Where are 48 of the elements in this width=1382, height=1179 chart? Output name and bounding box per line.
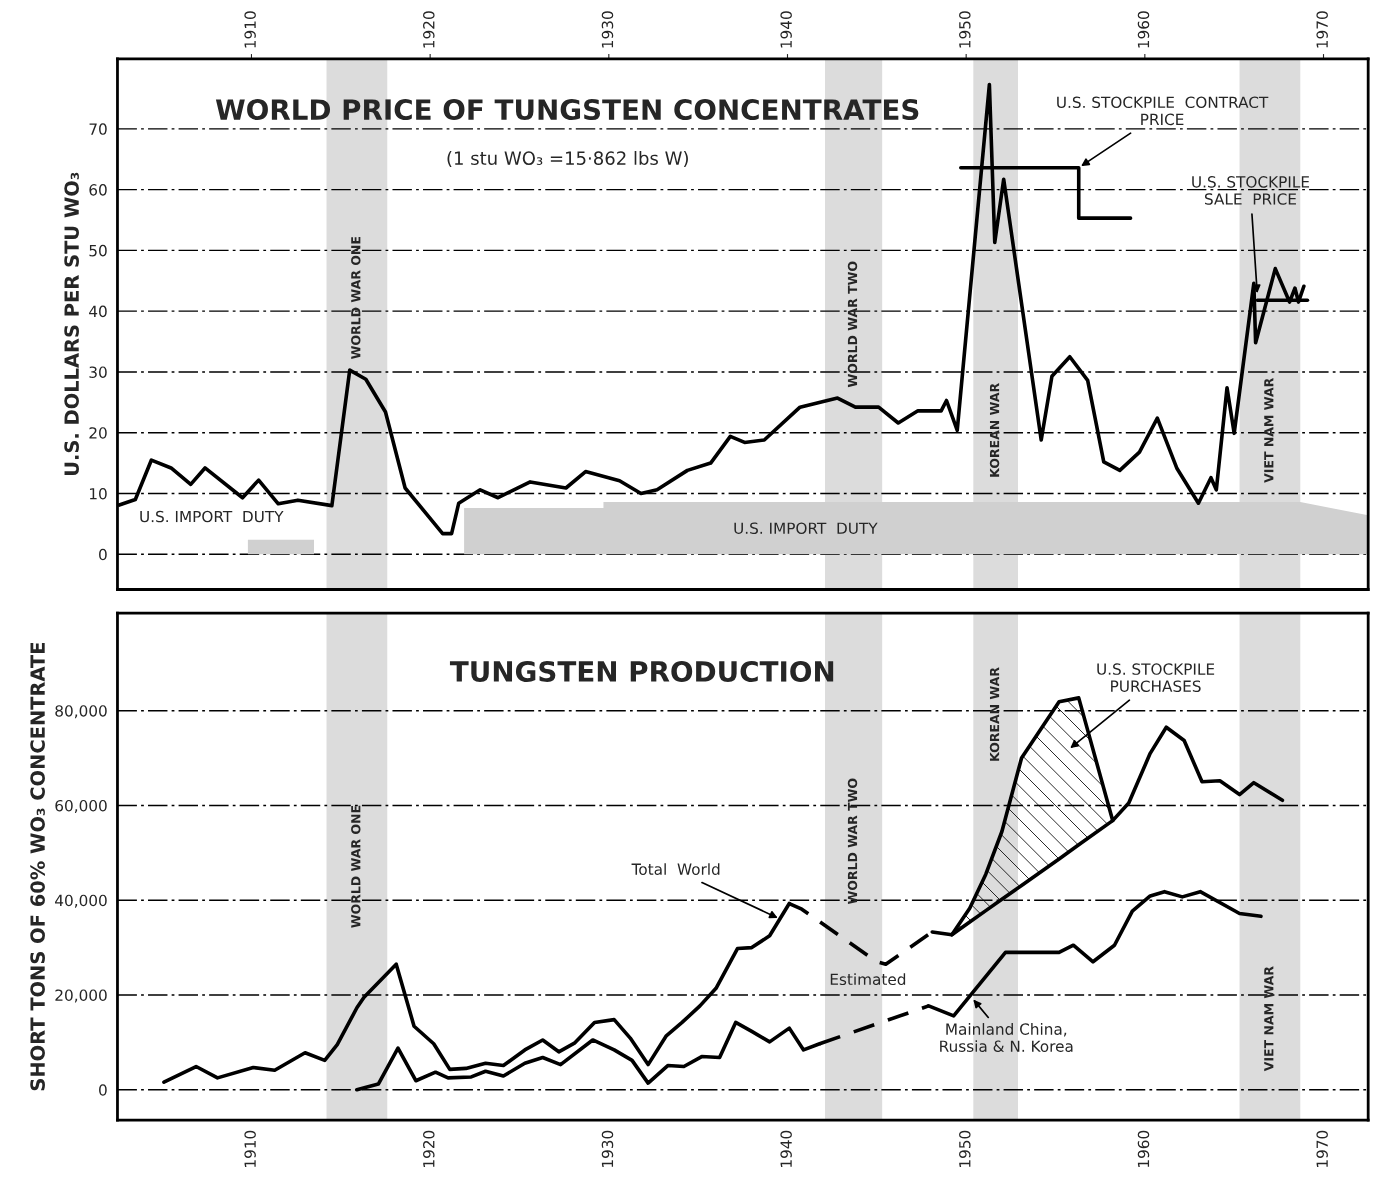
x-tick-label: 1940 [780,1130,792,1167]
y-tick-label: 70 [89,123,107,135]
annotation: Mainland China, Russia & N. Korea [940,1023,1073,1052]
y-tick-label: 20,000 [55,989,107,1003]
x-tick-label: 1950 [959,1130,971,1167]
x-tick-label: 1930 [601,1130,614,1167]
x-tick-label: 1950 [959,11,971,48]
annotation: U.S. IMPORT DUTY [734,522,878,534]
band-label: KOREAN WAR [989,667,1000,761]
annotation: U.S. IMPORT DUTY [140,510,284,523]
annotation: U.S. STOCKPILE SALE PRICE [1192,176,1310,205]
x-tick-label: 1910 [244,1130,256,1167]
x-tick-label: 1970 [1316,1130,1328,1167]
y-tick-label: 60 [89,184,107,196]
band-label: WORLD WAR ONE [351,237,361,359]
y-tick-label: 0 [99,1084,107,1096]
y-tick-label: 50 [89,244,107,257]
y-tick-label: 20 [89,427,107,439]
text: WORLD PRICE OF TUNGSTEN CONCENTRATES [215,99,919,121]
text: TUNGSTEN PRODUCTION [449,660,834,682]
y-axis-title: SHORT TONS OF 60% WO₃ CONCENTRATE [30,642,45,1091]
x-tick-label: 1920 [423,1130,435,1167]
x-tick-label: 1920 [423,11,435,48]
band-label: KOREAN WAR [989,383,1000,477]
y-axis-title: U.S. DOLLARS PER STU WO₃ [64,172,79,476]
x-tick-label: 1910 [244,11,256,48]
annotation: U.S. STOCKPILE CONTRACT PRICE [1057,96,1269,126]
y-tick-label: 40 [89,305,107,318]
annotation: Total World [631,863,720,875]
band-label: VIET NAM WAR [1264,377,1274,483]
x-tick-label: 1970 [1316,11,1328,48]
band-label: WORLD WAR TWO [847,261,858,388]
band-label: WORLD WAR TWO [847,778,858,905]
x-tick-label: 1940 [780,11,792,48]
band-label: WORLD WAR ONE [351,805,361,928]
y-tick-label: 10 [89,487,107,500]
annotation: Estimated [830,973,906,986]
y-tick-label: 80,000 [55,705,107,719]
text: (1 stu WO₃ =15·862 lbs W) [447,151,688,168]
x-tick-label: 1960 [1137,1130,1150,1167]
y-tick-label: 0 [99,548,107,561]
annotation: U.S. STOCKPILE PURCHASES [1097,663,1215,692]
y-tick-label: 40,000 [55,894,107,908]
x-tick-label: 1930 [601,11,614,48]
band-label: VIET NAM WAR [1264,966,1274,1072]
y-tick-label: 60,000 [55,799,107,814]
x-tick-label: 1960 [1137,11,1150,48]
y-tick-label: 30 [89,366,107,378]
